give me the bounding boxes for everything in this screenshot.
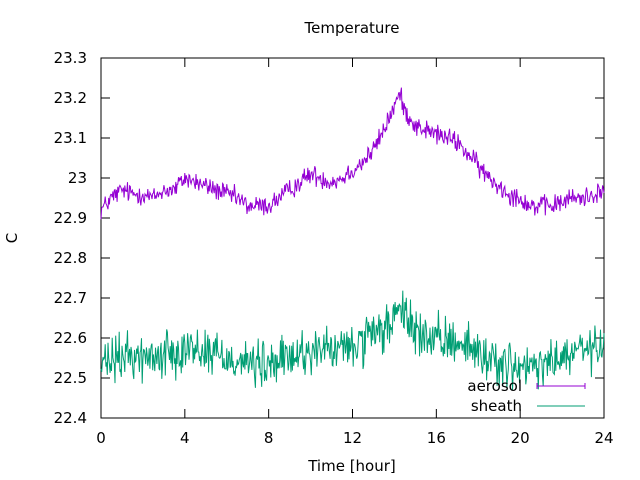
x-tick-label: 16	[427, 429, 446, 447]
x-tick-label: 20	[511, 429, 530, 447]
y-tick-label: 23	[68, 169, 87, 187]
y-tick-label: 23.1	[54, 129, 87, 147]
y-tick-label: 23.2	[54, 89, 87, 107]
y-axis-label: C	[3, 233, 21, 243]
series-layer	[100, 87, 605, 391]
chart-title: Temperature	[303, 19, 399, 37]
legend-label-sheath: sheath	[471, 397, 522, 415]
y-tick-label: 22.4	[54, 409, 87, 427]
x-tick-label: 0	[96, 429, 106, 447]
series-line-sheath	[100, 290, 605, 391]
x-tick-label: 8	[264, 429, 274, 447]
series-line-aerosol	[100, 87, 605, 220]
x-tick-label: 4	[180, 429, 190, 447]
x-axis-label: Time [hour]	[307, 457, 396, 475]
y-tick-label: 22.9	[54, 209, 87, 227]
legend-label-aerosol: aerosol	[467, 377, 522, 395]
y-tick-label: 22.6	[54, 329, 87, 347]
y-tick-label: 22.5	[54, 369, 87, 387]
x-tick-label: 12	[343, 429, 362, 447]
y-tick-label: 22.8	[54, 249, 87, 267]
legend: aerosol sheath	[467, 377, 586, 415]
x-tick-label: 24	[594, 429, 613, 447]
y-tick-label: 22.7	[54, 289, 87, 307]
y-tick-label: 23.3	[54, 49, 87, 67]
axis-ticks: 22.4 22.5 22.6 22.7 22.8 22.9 23 23.1 23.2 23.3 0 4…	[54, 49, 614, 447]
